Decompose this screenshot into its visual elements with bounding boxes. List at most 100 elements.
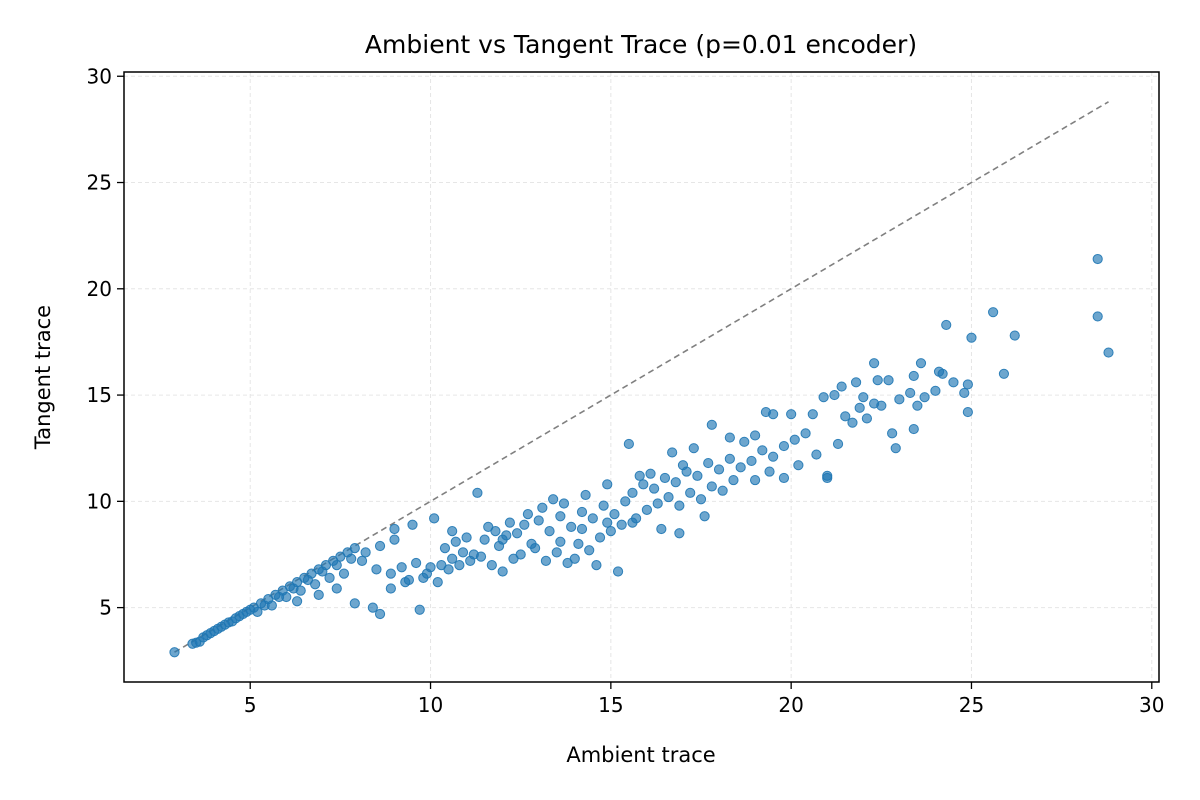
data-point [656,523,667,535]
data-point [616,519,627,530]
data-point [389,534,400,545]
data-point [1092,311,1103,322]
data-point [252,606,263,617]
data-point [411,557,422,569]
data-point [501,530,512,541]
data-point [429,513,440,524]
data-point [789,434,800,445]
data-point [169,647,180,658]
x-axis-label: Ambient trace [566,743,715,767]
data-point [869,358,880,369]
data-point [634,470,645,481]
data-point [674,528,685,539]
data-point [850,377,862,388]
ticks: 5 10 15 20 25 30 5 10 15 20 25 30 [87,64,1165,717]
data-point [609,508,620,520]
data-point [768,409,779,420]
data-point [930,385,941,396]
data-point [511,528,523,539]
data-point [443,564,454,575]
data-point [414,604,425,615]
y-axis-label: Tangent trace [31,305,55,450]
data-point [703,457,714,469]
data-point [605,525,616,537]
data-point [403,574,414,586]
data-point [385,568,396,579]
data-point [389,523,400,535]
data-point [461,532,472,543]
data-point [490,525,501,537]
data-point [876,400,887,411]
data-point [699,511,710,522]
data-point [522,508,534,520]
data-point [598,500,609,511]
data-point [587,513,598,524]
plot-frame [123,71,1160,683]
data-point [663,491,674,503]
data-point [331,560,342,571]
data-point [652,498,663,509]
data-point [883,375,894,386]
data-point [356,555,368,566]
data-point [948,377,959,388]
data-point [331,583,342,594]
data-point [749,474,761,486]
data-point [768,451,779,462]
data-point [706,419,717,430]
data-point [836,381,847,392]
x-tick-label: 20 [778,693,803,717]
data-point [227,616,238,627]
data-point [191,637,202,648]
y-tick-label: 15 [87,383,112,407]
y-tick-label: 10 [87,489,112,513]
data-point [908,370,919,382]
data-point [548,494,559,505]
data-point [749,430,761,441]
y-tick-label: 25 [87,171,112,195]
data-point [854,402,865,413]
data-point [385,583,396,594]
data-point [288,583,299,594]
data-point [627,487,638,498]
data-point [649,483,660,494]
data-point [641,504,653,515]
data-point [998,368,1010,379]
data-point [302,574,314,586]
data-point [724,453,735,464]
data-point [407,519,418,530]
data-point [847,417,858,428]
data-point [692,470,703,481]
data-point [764,466,775,477]
data-point [338,568,350,579]
data-point [551,547,562,558]
data-point [915,358,927,369]
data-point [454,560,465,571]
data-point [569,553,580,564]
data-point [367,602,378,613]
data-point [818,392,829,403]
data-point [465,555,476,566]
data-point [638,479,649,490]
data-point [479,534,490,545]
x-tick-label: 25 [959,693,984,717]
data-point [324,572,335,583]
data-point [695,494,707,505]
data-point [313,589,324,600]
data-point [778,472,790,484]
data-point [919,392,930,403]
data-point [988,307,999,318]
data-point [872,375,883,386]
data-point [674,500,685,511]
data-point [555,511,566,522]
data-point [667,447,678,458]
data-point [908,423,919,435]
data-point [735,462,746,473]
data-point [677,460,689,471]
data-point [620,496,631,507]
data-point [558,498,570,509]
data-point [486,560,497,571]
data-point [576,523,588,535]
data-point [645,468,656,479]
data-point [457,547,469,558]
y-tick-label: 30 [87,64,112,88]
